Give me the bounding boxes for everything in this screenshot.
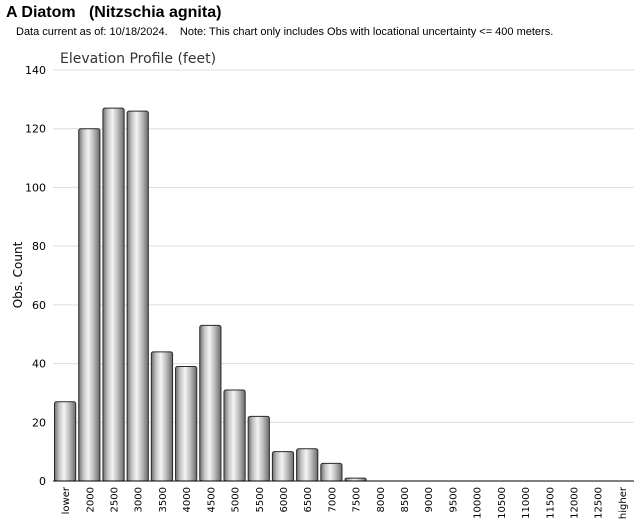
y-tick-label: 40 [32,358,46,371]
x-tick-label: 12500 [594,487,605,519]
bars [54,107,367,482]
bar [150,351,174,482]
x-tick-label: 3500 [158,487,169,512]
x-tick-label: 8500 [400,487,411,512]
y-tick-labels: 0 20 40 60 80 100 120 140 [25,64,46,488]
y-tick-label: 100 [25,181,46,194]
y-tick-label: 20 [32,416,46,429]
x-tick-label: 9000 [424,487,435,512]
x-tick-label: 10500 [497,487,508,519]
bar [175,366,198,482]
x-tick-label: 7000 [327,487,338,512]
x-tick-label: 4500 [206,487,217,512]
page-subtitle: Data current as of: 10/18/2024. Note: Th… [16,26,554,38]
x-tick-label: 11000 [521,487,532,519]
bar [223,389,246,482]
bar [54,401,77,482]
y-tick-label: 120 [25,123,46,136]
x-tick-label: 11500 [545,487,556,519]
x-tick-label: 5000 [231,487,242,512]
bar [247,415,270,482]
page-title: A Diatom (Nitzschia agnita) [6,4,222,21]
bar [296,448,319,482]
x-tick-label: 6000 [279,487,290,512]
bar [271,451,295,482]
x-tick-label: 9500 [448,487,459,512]
x-tick-label: 8000 [376,487,387,512]
y-tick-label: 60 [32,299,46,312]
bar [199,324,222,482]
x-tick-label: lower [61,486,72,514]
x-tick-label: 2000 [85,487,96,512]
chart-title: Elevation Profile (feet) [60,51,216,67]
x-tick-label: 10000 [473,487,484,519]
x-tick-label: 3000 [134,487,145,512]
x-tick-label: 7500 [352,487,363,512]
y-axis-label: Obs. Count [11,241,25,308]
bar [78,128,101,482]
grid-lines [53,69,634,423]
y-tick-label: 80 [32,240,46,253]
bar [126,110,149,482]
x-tick-label: 4000 [182,487,193,512]
x-tick-label: 5500 [255,487,266,512]
y-tick-label: 140 [25,64,46,77]
x-tick-labels: lower 2000 2500 3000 3500 4000 4500 5000 5500 600… [61,486,629,519]
x-tick-label: higher [618,486,629,519]
x-tick-label: 6500 [303,487,314,512]
bar [320,462,343,482]
y-tick-label: 0 [39,475,46,488]
x-tick-label: 12000 [569,487,580,519]
x-tick-label: 2500 [110,487,121,512]
bar [102,107,125,482]
